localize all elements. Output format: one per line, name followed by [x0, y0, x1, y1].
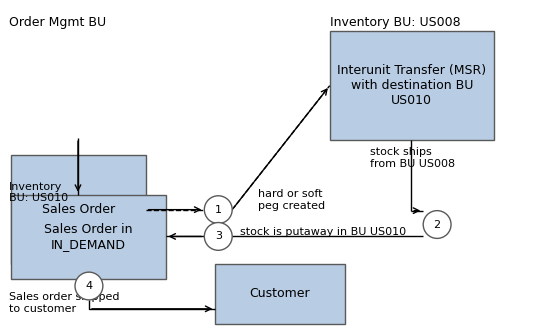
Circle shape	[75, 272, 103, 300]
Text: Sales order shipped
to customer: Sales order shipped to customer	[9, 292, 120, 314]
Circle shape	[423, 211, 451, 239]
Circle shape	[204, 222, 232, 250]
Text: Inventory
BU: US010: Inventory BU: US010	[9, 182, 68, 203]
Bar	[11, 155, 146, 264]
Circle shape	[204, 196, 232, 223]
Text: hard or soft
peg created: hard or soft peg created	[258, 189, 325, 210]
Text: Customer: Customer	[250, 287, 310, 300]
Bar	[11, 195, 165, 279]
Text: 3: 3	[215, 231, 222, 242]
Text: 2: 2	[433, 219, 441, 229]
Text: stock ships
from BU US008: stock ships from BU US008	[370, 147, 455, 169]
Bar	[215, 264, 344, 324]
Text: Sales Order in
IN_DEMAND: Sales Order in IN_DEMAND	[44, 223, 133, 251]
Text: Order Mgmt BU: Order Mgmt BU	[9, 16, 107, 29]
Bar	[330, 31, 494, 140]
Text: Sales Order: Sales Order	[42, 203, 115, 216]
Text: Inventory BU: US008: Inventory BU: US008	[330, 16, 460, 29]
Text: stock is putaway in BU US010: stock is putaway in BU US010	[240, 227, 406, 238]
Text: 1: 1	[215, 205, 222, 215]
Text: 4: 4	[85, 281, 93, 291]
Text: Interunit Transfer (MSR)
with destination BU
US010: Interunit Transfer (MSR) with destinatio…	[337, 64, 486, 107]
